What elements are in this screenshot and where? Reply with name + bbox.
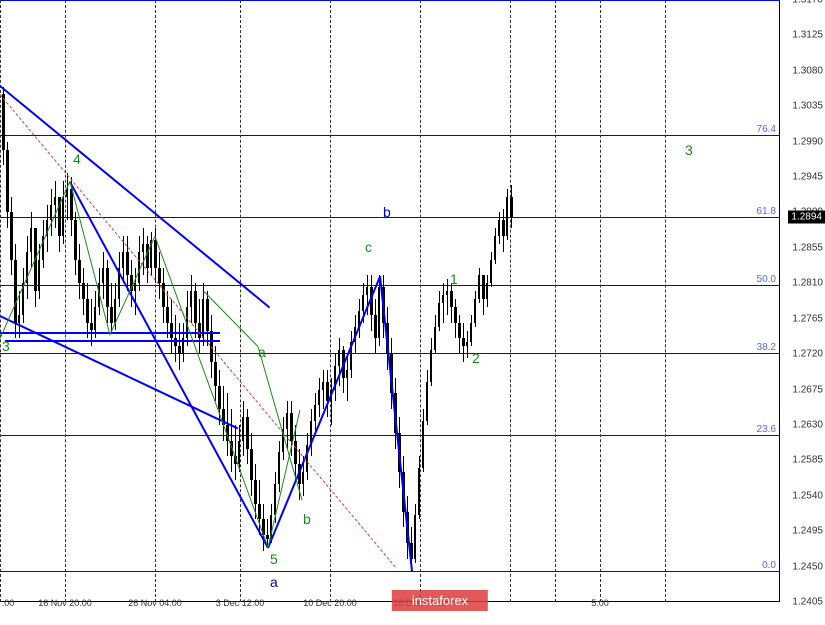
y-tick-label: 1.2855 xyxy=(792,242,823,253)
x-tick-label: 16 Nov 20:00 xyxy=(38,598,92,608)
wave-label: 1 xyxy=(450,271,458,287)
y-tick-label: 1.3170 xyxy=(792,0,823,6)
time-gridline xyxy=(420,0,421,602)
x-tick-label: :00 xyxy=(2,598,15,608)
y-tick-label: 1.2540 xyxy=(792,490,823,501)
watermark: instaforex xyxy=(392,590,488,611)
trend-line xyxy=(379,276,413,571)
wave-label: a xyxy=(258,344,266,360)
x-tick-label: 5:00 xyxy=(591,598,609,608)
fib-label: 61.8 xyxy=(757,206,776,217)
trend-line xyxy=(5,340,220,342)
y-tick-label: 1.2585 xyxy=(792,455,823,466)
wave-label: b xyxy=(383,204,391,220)
time-gridline xyxy=(155,0,156,602)
fib-line xyxy=(0,285,780,286)
y-tick-label: 1.2450 xyxy=(792,561,823,572)
wave-label: a xyxy=(270,574,278,590)
trend-line xyxy=(69,182,269,549)
fib-label: 23.6 xyxy=(757,424,776,435)
time-gridline xyxy=(600,0,601,602)
time-gridline xyxy=(65,0,66,602)
time-gridline xyxy=(0,0,1,602)
fib-line xyxy=(0,435,780,436)
current-price-badge: 1.2894 xyxy=(788,211,825,224)
wave-label: 3 xyxy=(2,338,10,354)
x-tick-label: 26 Nov 04:00 xyxy=(128,598,182,608)
x-tick-label: 10 Dec 20:00 xyxy=(303,598,357,608)
y-tick-label: 1.3035 xyxy=(792,101,823,112)
fib-label: 76.4 xyxy=(757,124,776,135)
trend-line xyxy=(267,276,381,548)
fib-line xyxy=(0,0,780,1)
time-gridline xyxy=(240,0,241,602)
x-axis-line xyxy=(0,601,780,602)
time-gridline xyxy=(665,0,666,602)
y-tick-label: 1.3080 xyxy=(792,65,823,76)
y-tick-label: 1.3125 xyxy=(792,30,823,41)
y-tick-label: 1.2945 xyxy=(792,172,823,183)
chart-area: :0016 Nov 20:0026 Nov 04:003 Dec 12:0010… xyxy=(0,0,780,610)
trend-line xyxy=(155,236,269,547)
wave-label: c xyxy=(365,239,372,255)
wave-label: b xyxy=(303,511,311,527)
y-tick-label: 1.2405 xyxy=(792,597,823,608)
wave-label: 3 xyxy=(685,142,693,158)
fib-label: 0.0 xyxy=(762,560,776,571)
y-tick-label: 1.2765 xyxy=(792,313,823,324)
y-tick-label: 1.2810 xyxy=(792,278,823,289)
fib-line xyxy=(0,135,780,136)
x-tick-label: 3 Dec 12:00 xyxy=(216,598,265,608)
wave-label: 4 xyxy=(73,151,81,167)
y-tick-label: 1.2495 xyxy=(792,526,823,537)
fib-line xyxy=(0,571,780,572)
y-tick-label: 1.2630 xyxy=(792,419,823,430)
watermark-text: instaforex xyxy=(412,593,468,608)
y-tick-label: 1.2720 xyxy=(792,349,823,360)
time-gridline xyxy=(330,0,331,602)
y-tick-label: 1.2990 xyxy=(792,136,823,147)
wave-label: 5 xyxy=(270,551,278,567)
fib-label: 38.2 xyxy=(757,342,776,353)
fib-label: 50.0 xyxy=(757,274,776,285)
trend-line xyxy=(0,95,395,568)
y-tick-label: 1.2675 xyxy=(792,384,823,395)
y-axis: 1.31701.31251.30801.30351.29901.29451.29… xyxy=(780,0,825,610)
wave-label: 2 xyxy=(472,350,480,366)
time-gridline xyxy=(510,0,511,602)
time-gridline xyxy=(555,0,556,602)
